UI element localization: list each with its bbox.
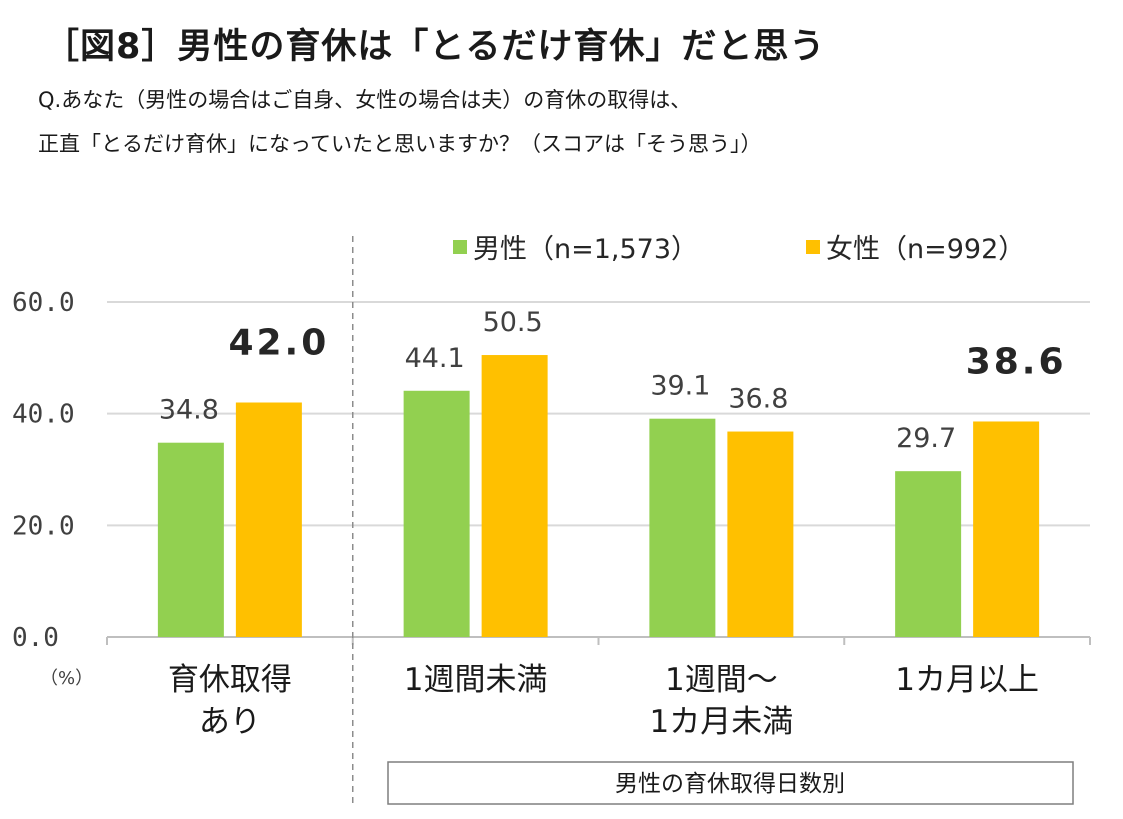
data-label: 34.8 (159, 395, 219, 426)
x-category-label: 育休取得 (168, 662, 292, 698)
y-tick-label: 60.0 (12, 288, 75, 318)
bar-male (157, 442, 224, 637)
legend-label-male: 男性（n=1,573） (473, 234, 698, 265)
y-axis-unit: （%） (40, 668, 93, 689)
legend-swatch-female (806, 240, 820, 254)
y-tick-label: 0.0 (12, 623, 59, 653)
y-tick-label: 40.0 (12, 400, 75, 430)
data-label: 44.1 (405, 343, 465, 374)
bar-female (481, 355, 548, 637)
legend-swatch-male (453, 240, 467, 254)
data-label: 50.5 (483, 307, 543, 338)
question-line-2: 正直「とるだけ育休」になっていたと思いますか？（スコアは「そう思う」） (38, 132, 762, 156)
bar-male (895, 471, 962, 637)
data-label: 42.0 (228, 323, 329, 364)
data-label: 29.7 (896, 423, 956, 454)
bar-male (649, 418, 716, 637)
bar-female (727, 431, 794, 637)
data-label: 36.8 (728, 384, 788, 415)
legend-label-female: 女性（n=992） (826, 234, 1025, 265)
x-category-label: 1カ月以上 (895, 662, 1039, 698)
bar-female (973, 421, 1040, 637)
bar-male (403, 390, 470, 637)
chart-title: ［図8］男性の育休は「とるだけ育休」だと思う (44, 27, 826, 67)
data-label: 39.1 (650, 371, 710, 402)
x-category-label: 1週間未満 (404, 662, 548, 698)
bar-female (235, 402, 302, 637)
x-category-label: 1カ月未満 (650, 704, 794, 740)
question-line-1: Q.あなた（男性の場合はご自身、女性の場合は夫）の育休の取得は、 (38, 88, 692, 112)
group-label-box (387, 761, 1074, 805)
x-category-label: あり (199, 704, 261, 740)
x-category-label: 1週間～ (665, 662, 778, 698)
group-label: 男性の育休取得日数別 (615, 771, 845, 797)
data-label: 38.6 (966, 341, 1067, 382)
y-tick-label: 20.0 (12, 511, 75, 541)
